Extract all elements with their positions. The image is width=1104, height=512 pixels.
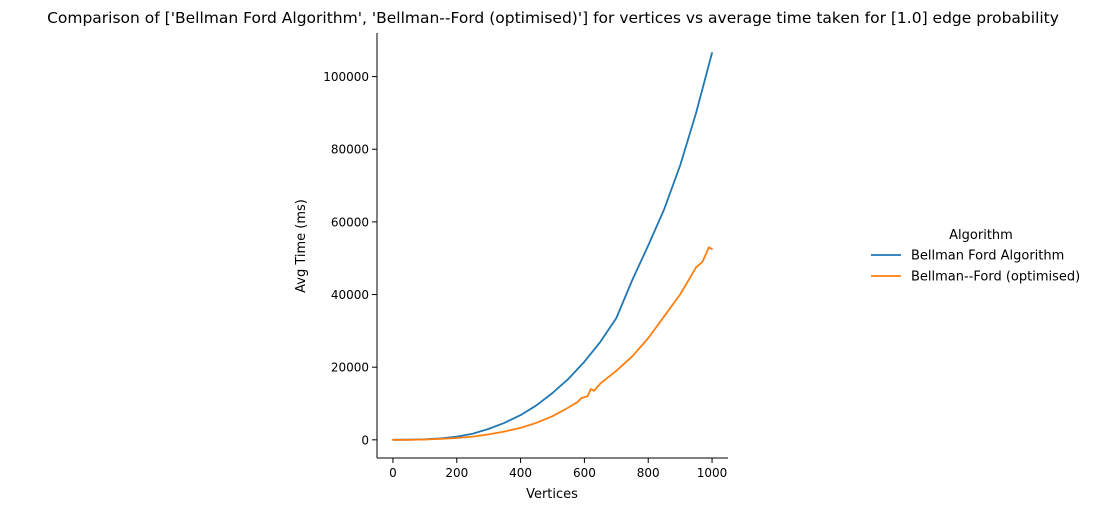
y-tick-label: 100000 [323,70,369,84]
legend-title: Algorithm [949,228,1013,243]
y-axis-ticks: 0 20000 40000 60000 80000 100000 [323,70,377,447]
x-axis-label: Vertices [526,487,578,502]
legend-items: Bellman Ford Algorithm Bellman--Ford (opt… [871,249,1080,285]
x-tick-label: 0 [389,466,397,480]
y-tick-label: 80000 [331,143,369,157]
x-tick-label: 200 [445,466,468,480]
x-tick-label: 400 [509,466,532,480]
x-tick-label: 1000 [697,466,728,480]
legend: Algorithm Bellman Ford Algorithm Bellman-… [871,228,1080,285]
legend-label: Bellman--Ford (optimised) [911,270,1080,285]
y-tick-label: 20000 [331,361,369,375]
x-tick-label: 800 [637,466,660,480]
y-tick-label: 60000 [331,215,369,229]
plot-area [392,52,713,441]
legend-label: Bellman Ford Algorithm [911,249,1064,264]
y-tick-label: 0 [361,433,369,447]
series-line-1 [392,246,713,441]
series-line-0 [392,52,713,441]
chart-title: Comparison of ['Bellman Ford Algorithm',… [47,9,1059,27]
x-axis-ticks: 0 200 400 600 800 1000 [389,458,727,480]
y-axis-label: Avg Time (ms) [294,199,309,293]
x-tick-label: 600 [573,466,596,480]
y-tick-label: 40000 [331,288,369,302]
